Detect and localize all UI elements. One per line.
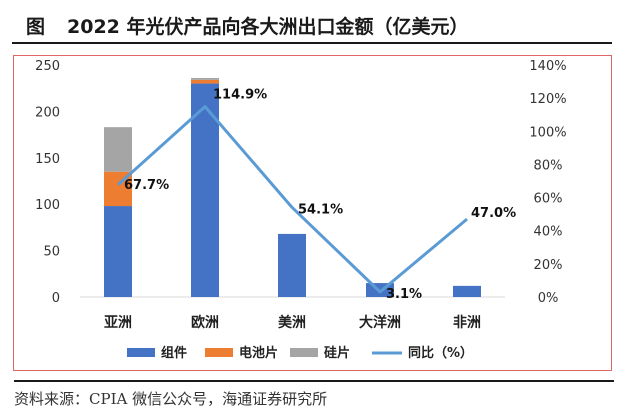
right-axis-tick: 60% xyxy=(534,192,563,207)
left-axis-tick: 0 xyxy=(52,291,60,306)
bar-segment xyxy=(453,285,481,297)
left-axis-tick: 50 xyxy=(43,245,60,260)
right-axis-tick: 120% xyxy=(529,92,566,107)
figure-title-bar: 图 2022 年光伏产品向各大洲出口金额（亿美元） xyxy=(12,8,612,44)
bar-segment xyxy=(104,127,132,172)
right-axis-tick: 80% xyxy=(534,158,563,173)
bar-segment xyxy=(104,206,132,297)
bar-segment xyxy=(191,77,219,80)
yoy-line-path xyxy=(116,105,468,294)
figure-label: 图 xyxy=(26,15,46,38)
category-labels: 亚洲 欧洲 美洲 大洋洲 非洲 xyxy=(104,314,481,331)
bar-segment xyxy=(191,79,219,84)
left-axis: 0 50 100 150 200 250 xyxy=(35,59,60,306)
yoy-data-label: 114.9% xyxy=(213,88,267,103)
category-label: 美洲 xyxy=(278,314,306,331)
left-axis-tick: 150 xyxy=(35,152,60,167)
legend: 组件 电池片 硅片 同比（%） xyxy=(127,345,473,361)
right-axis-tick: 0% xyxy=(538,291,559,306)
left-axis-tick: 100 xyxy=(35,198,60,213)
legend-label: 电池片 xyxy=(239,345,278,361)
legend-label: 硅片 xyxy=(324,345,350,361)
category-label: 欧洲 xyxy=(191,314,219,331)
left-axis-tick: 250 xyxy=(35,59,60,74)
right-axis-tick: 140% xyxy=(529,59,566,74)
yoy-data-label: 67.7% xyxy=(124,178,169,193)
legend-swatch xyxy=(127,348,155,357)
chart-frame xyxy=(13,55,612,371)
left-axis-tick: 200 xyxy=(35,105,60,120)
source-note: 资料来源：CPIA 微信公众号，海通证券研究所 xyxy=(14,380,614,409)
category-label: 大洋洲 xyxy=(359,314,401,331)
legend-swatch xyxy=(290,348,318,357)
figure-title: 2022 年光伏产品向各大洲出口金额（亿美元） xyxy=(67,15,469,38)
yoy-data-label: 47.0% xyxy=(471,206,516,221)
right-axis-tick: 40% xyxy=(534,225,563,240)
right-axis: 0% 20% 40% 60% 80% 100% 120% 140% xyxy=(529,59,566,306)
legend-label: 组件 xyxy=(161,345,187,361)
category-label: 非洲 xyxy=(453,314,481,331)
yoy-data-label: 3.1% xyxy=(386,287,422,302)
right-axis-tick: 20% xyxy=(534,258,563,273)
legend-label: 同比（%） xyxy=(408,345,473,361)
yoy-line: 67.7% 114.9% 54.1% 3.1% 47.0% xyxy=(116,88,516,302)
yoy-data-label: 54.1% xyxy=(298,202,343,217)
bar-segment xyxy=(278,233,306,297)
category-label: 亚洲 xyxy=(104,315,132,331)
legend-swatch xyxy=(205,348,233,357)
right-axis-tick: 100% xyxy=(529,125,566,140)
